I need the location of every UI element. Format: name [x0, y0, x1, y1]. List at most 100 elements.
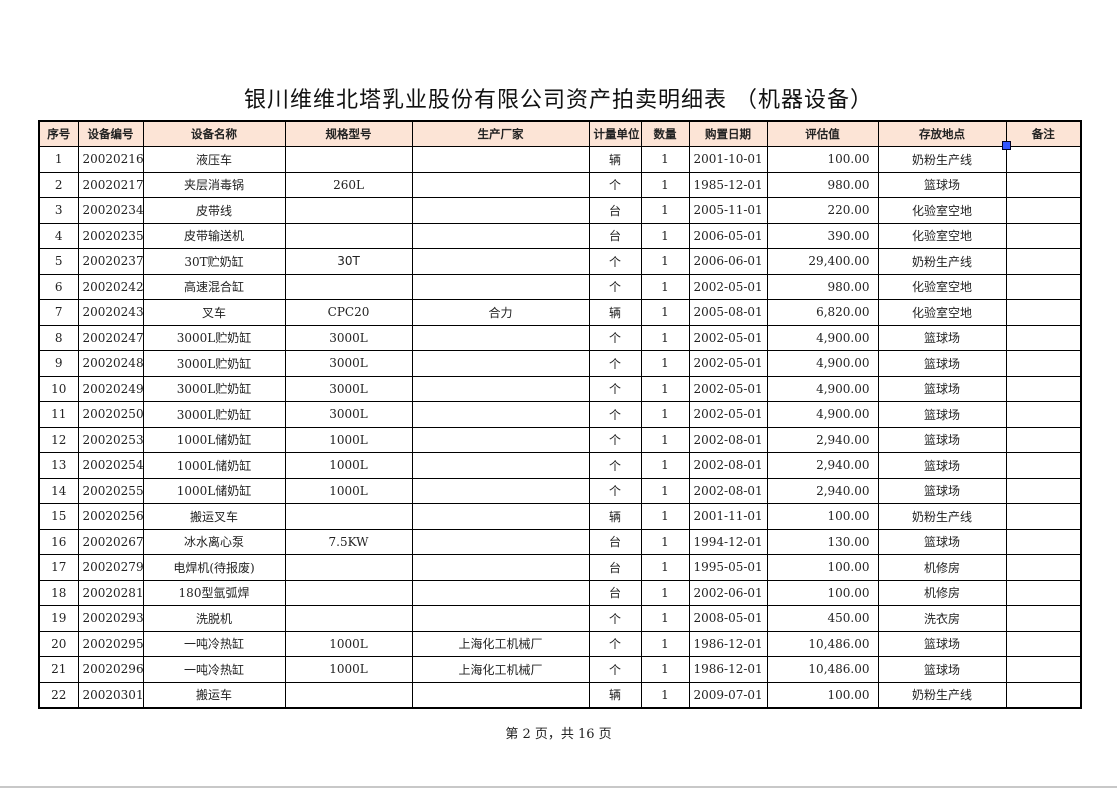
cell-unit[interactable]: 个	[588, 605, 642, 632]
cell-purchase-date[interactable]: 2008-05-01	[688, 605, 768, 632]
cell-spec[interactable]	[284, 503, 413, 530]
cell-qty[interactable]: 1	[640, 375, 690, 402]
cell-location[interactable]: 机修房	[877, 554, 1007, 581]
cell-location[interactable]: 化验室空地	[877, 222, 1007, 249]
cell-seq[interactable]: 14	[38, 477, 79, 504]
cell-value[interactable]: 10,486.00	[766, 656, 879, 683]
cell-location[interactable]: 篮球场	[877, 426, 1007, 453]
cell-purchase-date[interactable]: 2002-06-01	[688, 579, 768, 606]
cell-seq[interactable]: 13	[38, 452, 79, 479]
cell-manufacturer[interactable]	[411, 324, 590, 351]
cell-seq[interactable]: 2	[38, 171, 79, 198]
cell-manufacturer[interactable]	[411, 477, 590, 504]
cell-purchase-date[interactable]: 2001-11-01	[688, 503, 768, 530]
cell-seq[interactable]: 12	[38, 426, 79, 453]
cell-value[interactable]: 390.00	[766, 222, 879, 249]
cell-manufacturer[interactable]	[411, 528, 590, 555]
cell-asset-name[interactable]: 搬运车	[142, 681, 286, 709]
cell-seq[interactable]: 18	[38, 579, 79, 606]
cell-qty[interactable]: 1	[640, 605, 690, 632]
cell-purchase-date[interactable]: 1994-12-01	[688, 528, 768, 555]
cell-unit[interactable]: 台	[588, 554, 642, 581]
cell-location[interactable]: 篮球场	[877, 477, 1007, 504]
cell-value[interactable]: 6,820.00	[766, 299, 879, 326]
cell-spec[interactable]: 260L	[284, 171, 413, 198]
cell-spec[interactable]: 3000L	[284, 401, 413, 428]
cell-asset-no[interactable]: 20020247	[77, 324, 144, 351]
cell-seq[interactable]: 9	[38, 350, 79, 377]
cell-manufacturer[interactable]	[411, 197, 590, 224]
cell-manufacturer[interactable]	[411, 146, 590, 173]
cell-value[interactable]: 2,940.00	[766, 452, 879, 479]
cell-remark[interactable]	[1005, 299, 1082, 326]
cell-manufacturer[interactable]	[411, 222, 590, 249]
cell-unit[interactable]: 个	[588, 324, 642, 351]
cell-value[interactable]: 10,486.00	[766, 630, 879, 657]
cell-unit[interactable]: 个	[588, 630, 642, 657]
cell-manufacturer[interactable]	[411, 401, 590, 428]
cell-spec[interactable]: 3000L	[284, 375, 413, 402]
cell-location[interactable]: 化验室空地	[877, 273, 1007, 300]
cell-remark[interactable]	[1005, 452, 1082, 479]
cell-purchase-date[interactable]: 2002-05-01	[688, 401, 768, 428]
cell-asset-no[interactable]: 20020293	[77, 605, 144, 632]
cell-qty[interactable]: 1	[640, 299, 690, 326]
cell-asset-name[interactable]: 皮带输送机	[142, 222, 286, 249]
cell-asset-name[interactable]: 30T贮奶缸	[142, 248, 286, 275]
cell-seq[interactable]: 15	[38, 503, 79, 530]
cell-asset-no[interactable]: 20020249	[77, 375, 144, 402]
cell-value[interactable]: 450.00	[766, 605, 879, 632]
cell-spec[interactable]	[284, 146, 413, 173]
cell-seq[interactable]: 5	[38, 248, 79, 275]
cell-location[interactable]: 篮球场	[877, 375, 1007, 402]
cell-seq[interactable]: 7	[38, 299, 79, 326]
cell-qty[interactable]: 1	[640, 146, 690, 173]
cell-purchase-date[interactable]: 2005-08-01	[688, 299, 768, 326]
cell-asset-name[interactable]: 皮带线	[142, 197, 286, 224]
cell-seq[interactable]: 19	[38, 605, 79, 632]
cell-remark[interactable]	[1005, 171, 1082, 198]
cell-purchase-date[interactable]: 2002-08-01	[688, 452, 768, 479]
cell-unit[interactable]: 台	[588, 528, 642, 555]
cell-remark[interactable]	[1005, 656, 1082, 683]
cell-spec[interactable]: 3000L	[284, 350, 413, 377]
cell-asset-no[interactable]: 20020279	[77, 554, 144, 581]
cell-spec[interactable]: 1000L	[284, 477, 413, 504]
cell-asset-no[interactable]: 20020250	[77, 401, 144, 428]
cell-unit[interactable]: 台	[588, 197, 642, 224]
cell-purchase-date[interactable]: 2002-05-01	[688, 324, 768, 351]
cell-spec[interactable]: 1000L	[284, 452, 413, 479]
cell-value[interactable]: 4,900.00	[766, 401, 879, 428]
cell-asset-no[interactable]: 20020242	[77, 273, 144, 300]
cell-value[interactable]: 220.00	[766, 197, 879, 224]
cell-value[interactable]: 980.00	[766, 171, 879, 198]
cell-seq[interactable]: 17	[38, 554, 79, 581]
cell-value[interactable]: 4,900.00	[766, 375, 879, 402]
cell-spec[interactable]: 1000L	[284, 426, 413, 453]
cell-qty[interactable]: 1	[640, 426, 690, 453]
cell-unit[interactable]: 个	[588, 375, 642, 402]
cell-remark[interactable]	[1005, 375, 1082, 402]
cell-remark[interactable]	[1005, 197, 1082, 224]
cell-seq[interactable]: 1	[38, 146, 79, 173]
cell-seq[interactable]: 20	[38, 630, 79, 657]
cell-asset-no[interactable]: 20020301	[77, 681, 144, 709]
cell-unit[interactable]: 辆	[588, 503, 642, 530]
cell-purchase-date[interactable]: 2002-08-01	[688, 426, 768, 453]
cell-qty[interactable]: 1	[640, 656, 690, 683]
cell-location[interactable]: 篮球场	[877, 630, 1007, 657]
cell-asset-name[interactable]: 3000L贮奶缸	[142, 350, 286, 377]
cell-manufacturer[interactable]: 上海化工机械厂	[411, 630, 590, 657]
cell-manufacturer[interactable]	[411, 554, 590, 581]
cell-unit[interactable]: 个	[588, 350, 642, 377]
cell-asset-name[interactable]: 液压车	[142, 146, 286, 173]
cell-purchase-date[interactable]: 2001-10-01	[688, 146, 768, 173]
cell-asset-no[interactable]: 20020216	[77, 146, 144, 173]
cell-spec[interactable]: 30T	[284, 248, 413, 275]
cell-spec[interactable]	[284, 681, 413, 709]
cell-unit[interactable]: 个	[588, 452, 642, 479]
cell-value[interactable]: 100.00	[766, 681, 879, 709]
cell-unit[interactable]: 台	[588, 579, 642, 606]
cell-asset-no[interactable]: 20020235	[77, 222, 144, 249]
cell-unit[interactable]: 辆	[588, 299, 642, 326]
